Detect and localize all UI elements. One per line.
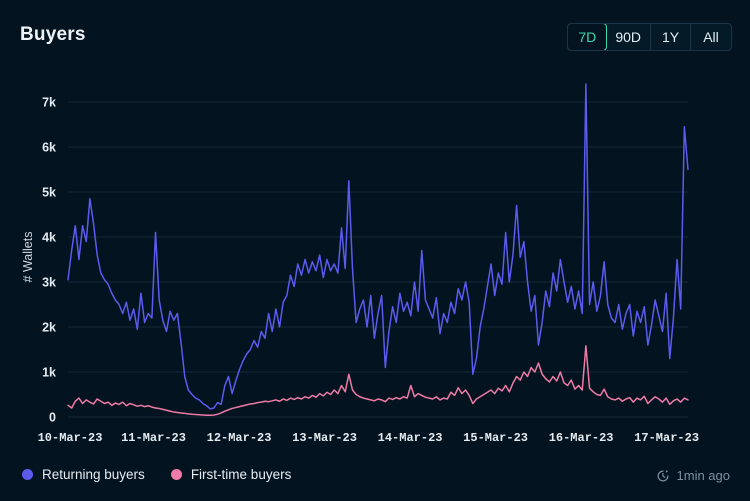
legend-item-first-time-buyers[interactable]: First-time buyers (170, 467, 292, 482)
panel-footer: Returning buyers First-time buyers 1min … (0, 453, 750, 501)
legend-label-first-time: First-time buyers (190, 467, 292, 482)
x-axis-tick-label: 13-Mar-23 (292, 431, 357, 445)
x-axis-tick-label: 15-Mar-23 (463, 431, 528, 445)
time-range-selector[interactable]: 7D 90D 1Y All (567, 23, 732, 51)
chart-svg: 0 1k 2k 3k 4k 5k 6k 7k 10-Mar-23 11-Mar-23 12-Mar… (38, 83, 699, 445)
x-axis-tick-label: 12-Mar-23 (207, 431, 272, 445)
y-axis-tick-label: 3k (42, 276, 56, 290)
legend-color-dot-first-time (170, 469, 182, 480)
data-series-group (67, 83, 689, 416)
x-axis-tick-label: 10-Mar-23 (38, 431, 103, 445)
panel-header: Buyers 7D 90D 1Y All (0, 0, 750, 62)
y-axis-tick-label: 7k (42, 96, 56, 110)
range-button-all[interactable]: All (703, 29, 719, 45)
legend-item-returning-buyers[interactable]: Returning buyers (22, 467, 145, 482)
last-updated-text: 1min ago (676, 468, 730, 483)
x-axis-tick-label: 16-Mar-23 (549, 431, 614, 445)
x-axis-tick-label: 11-Mar-23 (121, 431, 186, 445)
legend-color-dot-returning (22, 469, 33, 480)
x-axis-tick-labels: 10-Mar-23 11-Mar-23 12-Mar-23 13-Mar-23 14-M… (38, 431, 699, 445)
legend-label-returning: Returning buyers (42, 467, 145, 482)
y-axis-tick-label: 1k (42, 366, 56, 380)
series-line-returning-buyers (67, 83, 689, 410)
last-updated[interactable]: 1min ago (656, 468, 730, 483)
page-title: Buyers (20, 24, 86, 45)
range-button-7d[interactable]: 7D (568, 24, 608, 50)
chart-plot-area: # Wallets 0 1k 2k 3k 4k 5k 6k 7k 10-Mar-23 11-Ma… (0, 62, 750, 452)
range-button-1y[interactable]: 1Y (651, 24, 691, 50)
y-axis-tick-labels: 0 1k 2k 3k 4k 5k 6k 7k (42, 96, 56, 425)
y-axis-tick-label: 4k (42, 231, 56, 245)
series-line-first-time-buyers (67, 345, 689, 416)
x-axis-tick-label: 14-Mar-23 (378, 431, 443, 445)
y-axis-tick-label: 0 (49, 411, 56, 425)
refresh-clock-icon (656, 469, 670, 483)
y-axis-tick-label: 2k (42, 321, 56, 335)
grid-lines (68, 101, 688, 418)
y-axis-tick-label: 5k (42, 186, 56, 200)
chart-legend: Returning buyers First-time buyers (22, 467, 291, 482)
x-axis-tick-label: 17-Mar-23 (634, 431, 699, 445)
y-axis-tick-label: 6k (42, 141, 56, 155)
range-button-90d[interactable]: 90D (606, 24, 651, 50)
